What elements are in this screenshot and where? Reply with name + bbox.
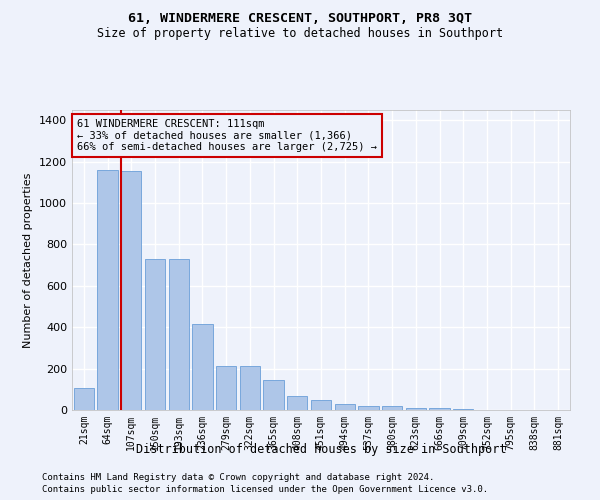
Bar: [406, 408, 426, 410]
Bar: [382, 406, 402, 410]
Bar: [287, 396, 307, 410]
Bar: [74, 388, 94, 410]
Bar: [453, 409, 473, 410]
Text: 61, WINDERMERE CRESCENT, SOUTHPORT, PR8 3QT: 61, WINDERMERE CRESCENT, SOUTHPORT, PR8 …: [128, 12, 472, 26]
Text: Contains public sector information licensed under the Open Government Licence v3: Contains public sector information licen…: [42, 485, 488, 494]
Bar: [358, 406, 379, 410]
Text: Contains HM Land Registry data © Crown copyright and database right 2024.: Contains HM Land Registry data © Crown c…: [42, 472, 434, 482]
Bar: [430, 408, 449, 410]
Bar: [169, 259, 189, 410]
Bar: [216, 366, 236, 410]
Bar: [97, 170, 118, 410]
Bar: [121, 171, 142, 410]
Bar: [240, 366, 260, 410]
Bar: [335, 404, 355, 410]
Text: 61 WINDERMERE CRESCENT: 111sqm
← 33% of detached houses are smaller (1,366)
66% : 61 WINDERMERE CRESCENT: 111sqm ← 33% of …: [77, 119, 377, 152]
Text: Size of property relative to detached houses in Southport: Size of property relative to detached ho…: [97, 28, 503, 40]
Bar: [193, 324, 212, 410]
Bar: [311, 400, 331, 410]
Bar: [263, 380, 284, 410]
Y-axis label: Number of detached properties: Number of detached properties: [23, 172, 34, 348]
Text: Distribution of detached houses by size in Southport: Distribution of detached houses by size …: [136, 442, 506, 456]
Bar: [145, 259, 165, 410]
